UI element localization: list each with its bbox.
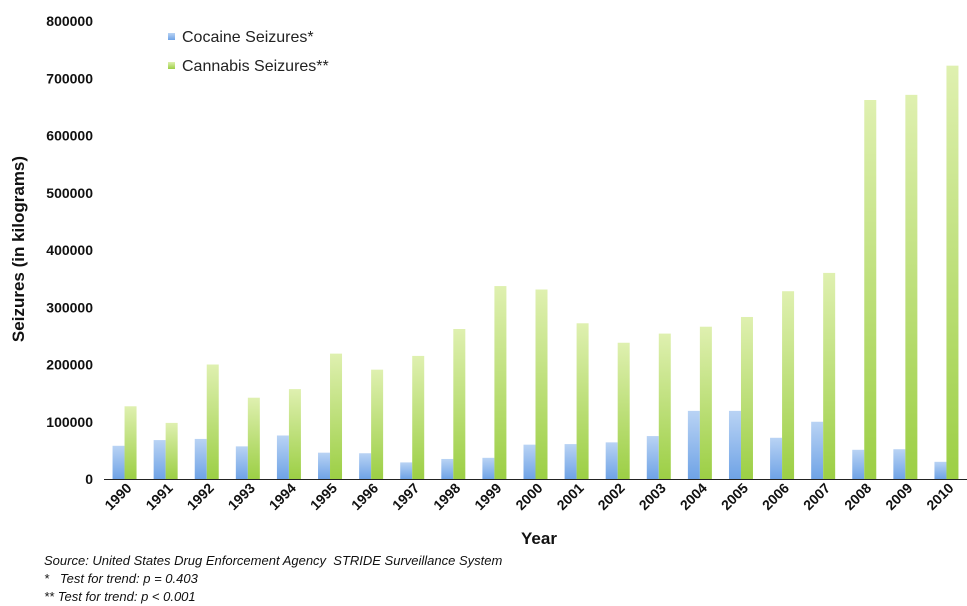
bar-cannabis — [905, 94, 918, 479]
bar-cocaine — [646, 436, 659, 479]
x-axis-ticks: 1990 1991 1992 1993 1994 1995 1996 1997 1998 1999… — [101, 480, 956, 513]
x-tick-label: 1994 — [266, 480, 299, 513]
bar-cocaine — [153, 440, 166, 479]
footnotes: Source: United States Drug Enforcement A… — [44, 552, 502, 606]
bar-cocaine — [235, 446, 248, 479]
y-tick-label: 800000 — [46, 13, 93, 29]
x-tick-label: 1993 — [225, 480, 258, 513]
x-tick-label: 2007 — [800, 480, 833, 513]
bar-cocaine — [400, 462, 413, 479]
x-tick-label: 2009 — [882, 480, 915, 513]
bar-cocaine — [318, 452, 331, 479]
bar-cannabis — [740, 316, 753, 479]
bars — [112, 65, 959, 479]
bar-cannabis — [864, 100, 877, 479]
legend-label-cocaine: Cocaine Seizures* — [182, 29, 314, 46]
x-tick-label: 1992 — [184, 480, 217, 513]
x-tick-label: 2000 — [512, 480, 545, 513]
bar-cannabis — [658, 333, 671, 479]
y-tick-label: 600000 — [46, 128, 93, 144]
bar-cannabis — [206, 364, 219, 479]
bar-cocaine — [276, 435, 289, 479]
x-tick-label: 2008 — [841, 480, 874, 513]
x-tick-label: 2004 — [677, 480, 710, 513]
source-note: Source: United States Drug Enforcement A… — [44, 553, 503, 568]
x-axis-title: Year — [521, 529, 557, 548]
bar-cannabis — [330, 353, 343, 479]
bar-cocaine — [194, 438, 207, 479]
x-tick-label: 1991 — [142, 480, 175, 513]
bar-cocaine — [359, 453, 372, 479]
trend-note-cocaine: * Test for trend: p = 0.403 — [44, 571, 198, 586]
bar-cannabis — [412, 355, 425, 479]
bar-cannabis — [247, 397, 260, 479]
y-tick-label: 500000 — [46, 185, 93, 201]
x-tick-label: 1999 — [471, 480, 504, 513]
bar-cannabis — [699, 326, 712, 479]
legend-swatch-cannabis — [168, 62, 175, 69]
bar-cocaine — [564, 444, 577, 479]
x-tick-label: 2005 — [718, 480, 751, 513]
bar-cocaine — [482, 457, 495, 479]
bar-cocaine — [605, 442, 618, 479]
x-tick-label: 2001 — [553, 480, 586, 513]
bar-cannabis — [576, 323, 589, 479]
bar-cannabis — [535, 289, 548, 479]
x-tick-label: 2010 — [923, 480, 956, 513]
bar-cocaine — [441, 458, 454, 479]
bar-cocaine — [112, 445, 125, 479]
x-tick-label: 1997 — [389, 480, 422, 513]
y-tick-label: 0 — [85, 471, 93, 487]
bar-cocaine — [852, 449, 865, 479]
y-tick-label: 400000 — [46, 242, 93, 258]
bar-cocaine — [934, 461, 947, 479]
bar-cannabis — [946, 65, 959, 479]
y-axis-title: Seizures (in kilograms) — [9, 156, 28, 342]
y-tick-label: 300000 — [46, 299, 93, 315]
bar-cannabis — [371, 369, 384, 479]
bar-chart: 0 100000 200000 300000 400000 500000 600000 700… — [9, 13, 967, 548]
bar-cocaine — [523, 444, 536, 479]
x-tick-label: 2002 — [594, 480, 627, 513]
bar-cocaine — [811, 421, 824, 479]
bar-cannabis — [494, 286, 507, 479]
bar-cocaine — [687, 410, 700, 479]
bar-cocaine — [770, 437, 783, 479]
y-tick-label: 700000 — [46, 70, 93, 86]
bar-cannabis — [124, 406, 137, 479]
bar-cannabis — [823, 272, 836, 479]
x-tick-label: 1998 — [430, 480, 463, 513]
bar-cannabis — [617, 342, 630, 479]
bar-cocaine — [893, 449, 906, 479]
bar-cannabis — [453, 329, 466, 479]
y-tick-label: 200000 — [46, 357, 93, 373]
legend-swatch-cocaine — [168, 33, 175, 40]
trend-note-cannabis: ** Test for trend: p < 0.001 — [44, 589, 196, 604]
bar-cannabis — [165, 422, 178, 479]
bar-cannabis — [782, 291, 795, 479]
bar-cannabis — [288, 389, 301, 479]
x-tick-label: 1995 — [307, 480, 340, 513]
y-axis-ticks: 0 100000 200000 300000 400000 500000 600000 700… — [46, 13, 93, 487]
legend: Cocaine Seizures* Cannabis Seizures** — [168, 29, 329, 75]
x-tick-label: 1990 — [101, 480, 134, 513]
y-tick-label: 100000 — [46, 414, 93, 430]
legend-label-cannabis: Cannabis Seizures** — [182, 58, 329, 75]
bar-cocaine — [728, 410, 741, 479]
x-tick-label: 2006 — [759, 480, 792, 513]
x-tick-label: 2003 — [636, 480, 669, 513]
x-tick-label: 1996 — [348, 480, 381, 513]
